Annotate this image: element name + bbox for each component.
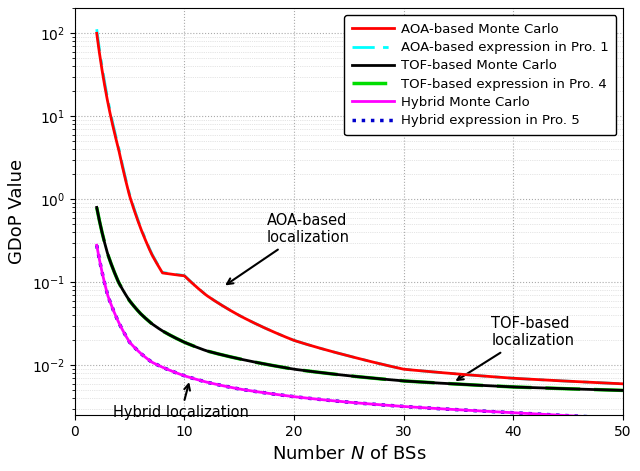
TOF-based Monte Carlo [125, 297, 133, 303]
AOA-based expression in Pro. 1 [619, 381, 627, 387]
Line: Hybrid expression in Pro. 5: Hybrid expression in Pro. 5 [97, 245, 623, 418]
TOF-based expression in Pro. 4 [93, 204, 100, 210]
Hybrid expression in Pro. 5 [428, 406, 436, 411]
Hybrid Monte Carlo [546, 412, 554, 417]
AOA-based expression in Pro. 1 [546, 377, 554, 383]
Line: AOA-based Monte Carlo: AOA-based Monte Carlo [97, 33, 623, 384]
Hybrid Monte Carlo [428, 406, 436, 411]
AOA-based expression in Pro. 1 [125, 189, 133, 195]
Hybrid Monte Carlo [412, 405, 420, 410]
TOF-based expression in Pro. 4 [399, 378, 406, 384]
AOA-based Monte Carlo [125, 191, 133, 196]
Line: TOF-based expression in Pro. 4: TOF-based expression in Pro. 4 [97, 207, 623, 390]
TOF-based Monte Carlo [399, 378, 406, 384]
TOF-based Monte Carlo [412, 379, 420, 384]
TOF-based expression in Pro. 4 [546, 385, 554, 391]
Hybrid expression in Pro. 5 [399, 404, 406, 409]
AOA-based Monte Carlo [93, 31, 100, 36]
Hybrid expression in Pro. 5 [412, 405, 420, 410]
AOA-based expression in Pro. 1 [93, 26, 100, 32]
TOF-based expression in Pro. 4 [619, 388, 627, 393]
Hybrid expression in Pro. 5 [125, 339, 133, 344]
AOA-based Monte Carlo [546, 377, 554, 383]
TOF-based Monte Carlo [492, 383, 500, 389]
AOA-based expression in Pro. 1 [492, 374, 500, 380]
Hybrid Monte Carlo [399, 404, 406, 409]
Hybrid expression in Pro. 5 [492, 409, 500, 414]
AOA-based expression in Pro. 1 [428, 369, 436, 374]
TOF-based expression in Pro. 4 [412, 379, 420, 384]
TOF-based Monte Carlo [619, 388, 627, 393]
TOF-based Monte Carlo [93, 204, 100, 210]
Y-axis label: GDoP Value: GDoP Value [8, 159, 26, 264]
Hybrid Monte Carlo [93, 243, 100, 248]
Hybrid Monte Carlo [619, 415, 627, 421]
Text: AOA-based
localization: AOA-based localization [227, 213, 349, 284]
Line: Hybrid Monte Carlo: Hybrid Monte Carlo [97, 245, 623, 418]
TOF-based expression in Pro. 4 [125, 297, 133, 303]
AOA-based Monte Carlo [492, 374, 500, 380]
AOA-based Monte Carlo [619, 381, 627, 387]
Hybrid expression in Pro. 5 [546, 412, 554, 417]
Line: TOF-based Monte Carlo: TOF-based Monte Carlo [97, 207, 623, 390]
Legend: AOA-based Monte Carlo, AOA-based expression in Pro. 1, TOF-based Monte Carlo, TO: AOA-based Monte Carlo, AOA-based express… [344, 15, 616, 135]
Hybrid expression in Pro. 5 [619, 415, 627, 421]
Hybrid Monte Carlo [125, 339, 133, 344]
TOF-based expression in Pro. 4 [428, 380, 436, 385]
Text: TOF-based
localization: TOF-based localization [458, 316, 574, 380]
AOA-based Monte Carlo [399, 366, 406, 372]
AOA-based expression in Pro. 1 [412, 367, 420, 373]
TOF-based expression in Pro. 4 [492, 383, 500, 389]
TOF-based Monte Carlo [546, 385, 554, 391]
Hybrid expression in Pro. 5 [93, 243, 100, 248]
AOA-based Monte Carlo [412, 367, 420, 373]
Hybrid Monte Carlo [492, 409, 500, 414]
AOA-based Monte Carlo [428, 369, 436, 374]
X-axis label: Number $N$ of BSs: Number $N$ of BSs [271, 445, 426, 463]
AOA-based expression in Pro. 1 [399, 366, 406, 372]
Text: Hybrid localization: Hybrid localization [113, 384, 249, 421]
TOF-based Monte Carlo [428, 380, 436, 385]
Line: AOA-based expression in Pro. 1: AOA-based expression in Pro. 1 [97, 29, 623, 384]
